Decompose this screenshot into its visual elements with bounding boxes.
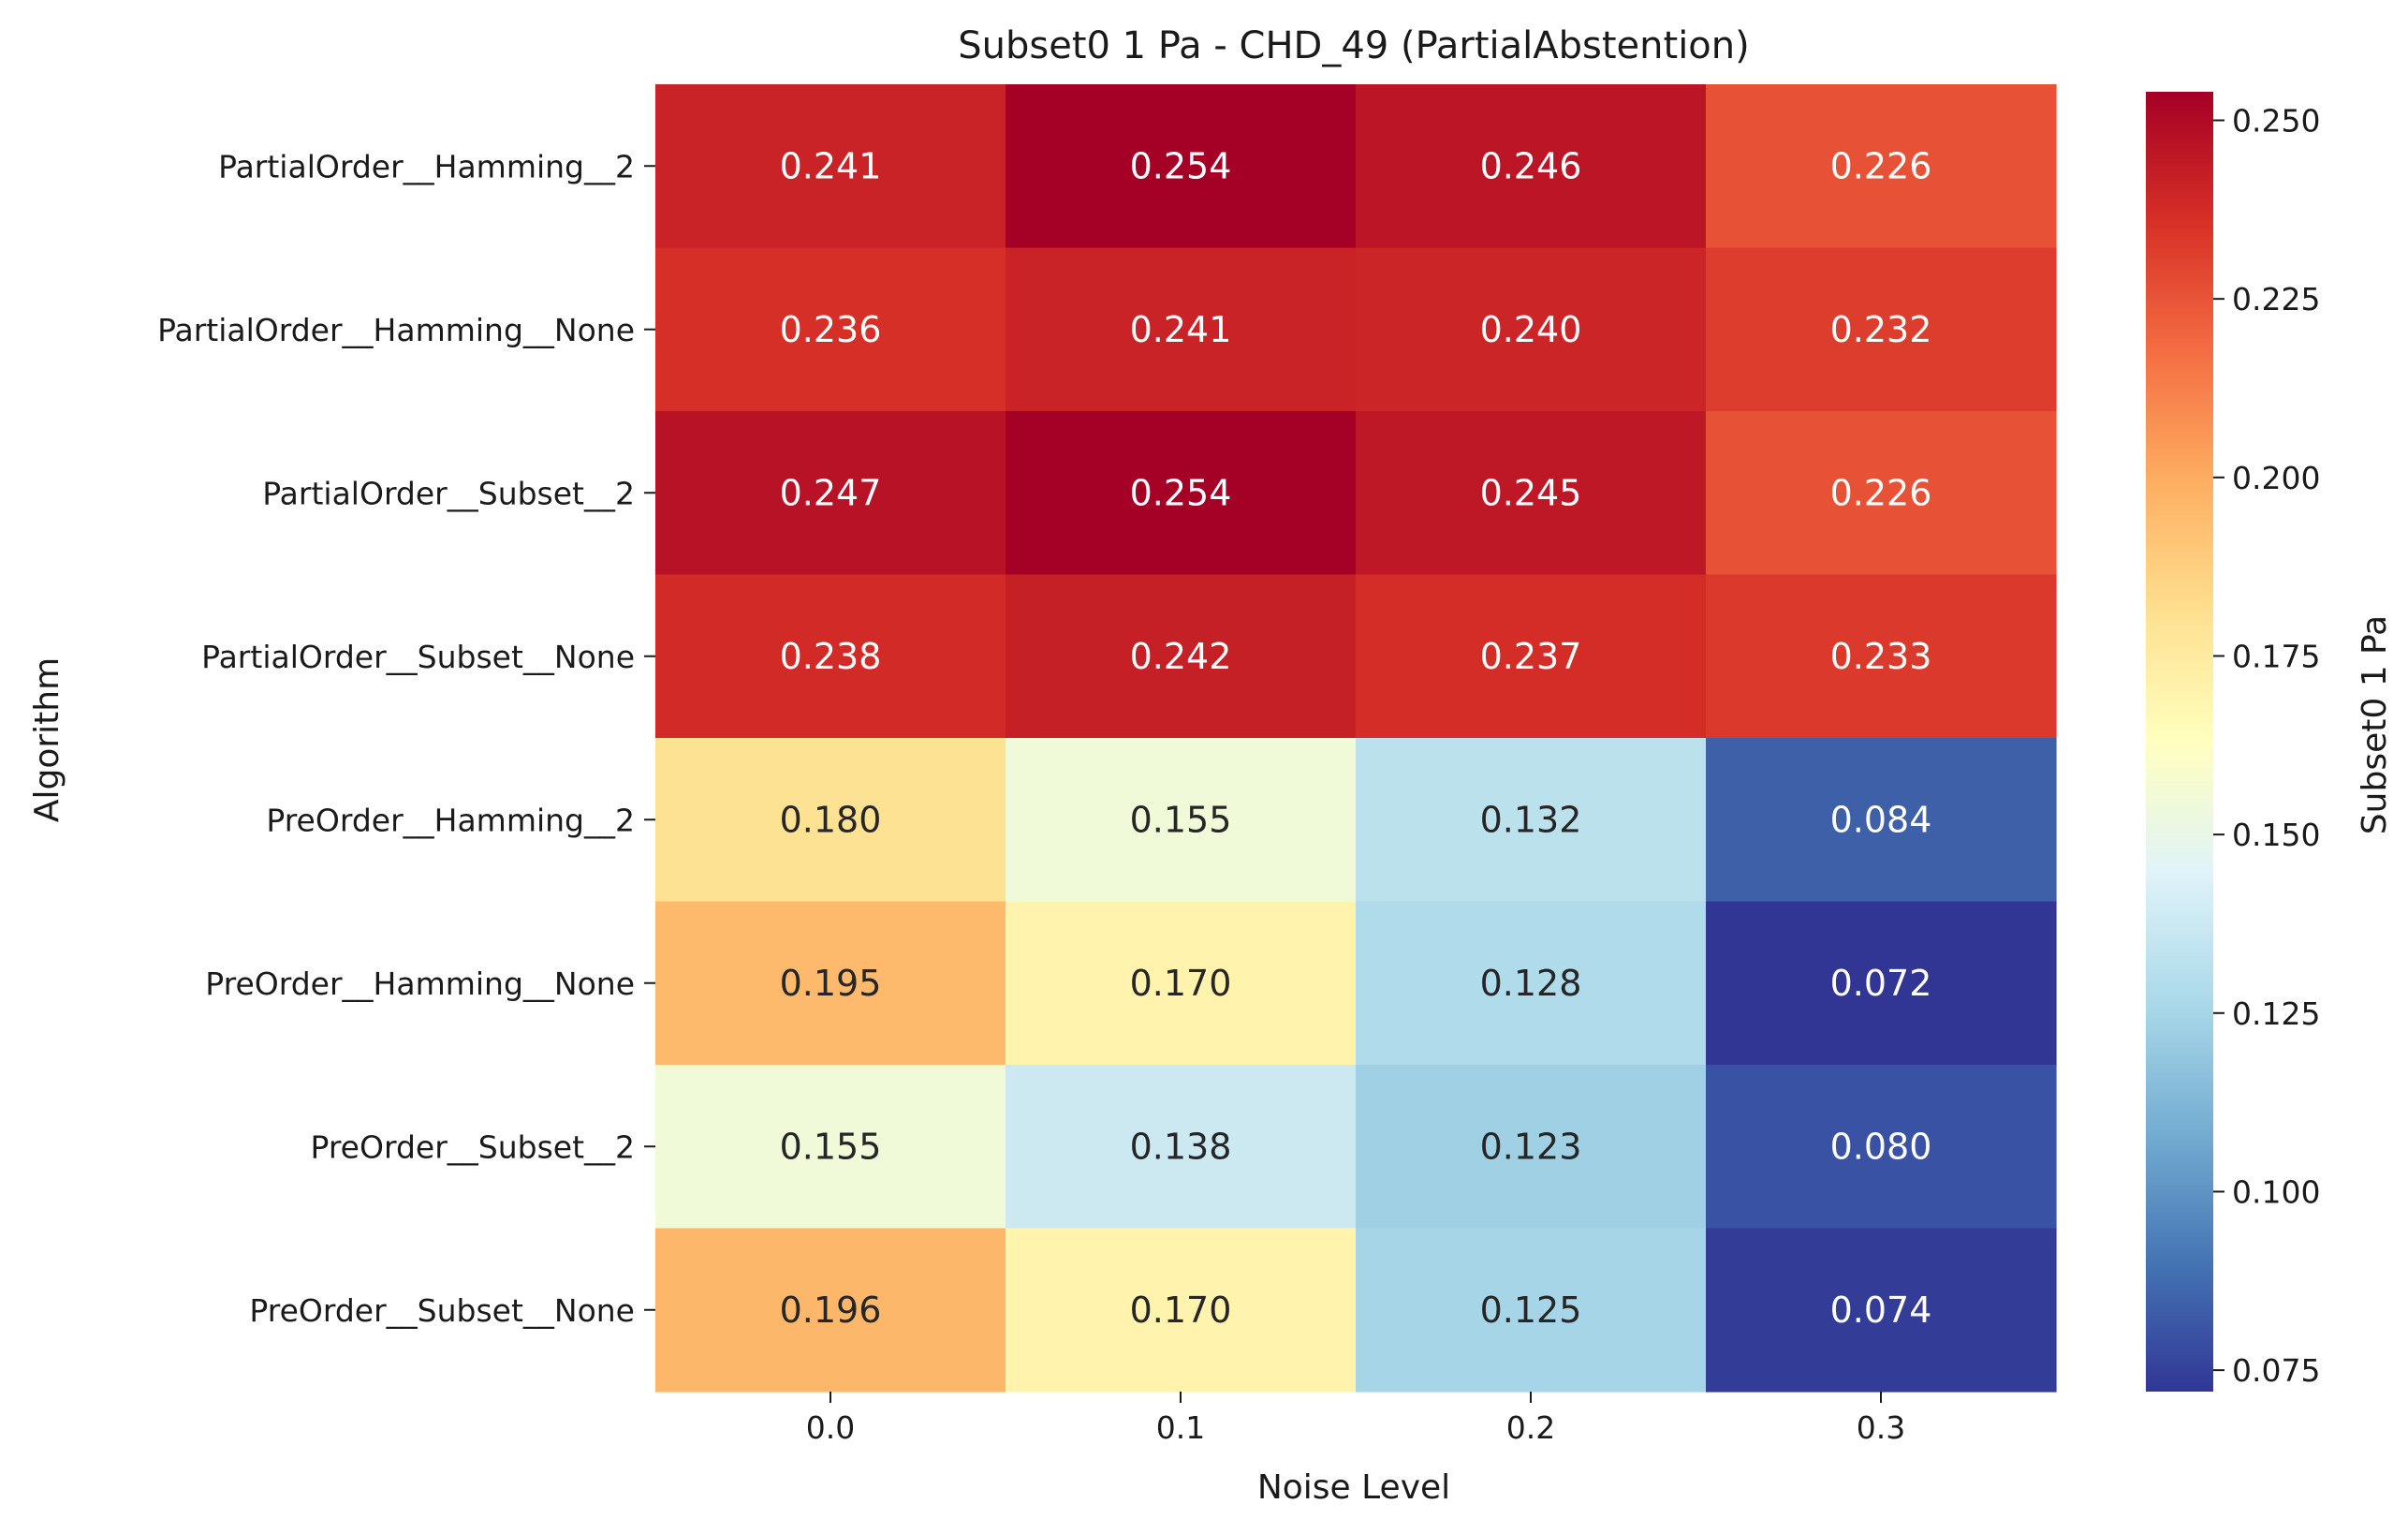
heatmap-cell (655, 901, 1006, 1066)
cell-value-label: 0.155 (780, 1126, 882, 1167)
x-tick-label: 0.1 (1156, 1409, 1205, 1446)
cell-value-label: 0.132 (1480, 799, 1582, 840)
heatmap-cell (655, 1228, 1006, 1393)
cell-value-label: 0.170 (1130, 963, 1232, 1004)
cell-value-label: 0.247 (780, 472, 882, 513)
y-tick-label: PartialOrder__Subset__None (201, 639, 635, 675)
colorbar-tick-label: 0.125 (2232, 995, 2320, 1032)
heatmap-cell (1706, 574, 2057, 739)
heatmap-cell (1706, 84, 2057, 249)
heatmap-cell (1006, 574, 1357, 739)
y-tick-label: PreOrder__Hamming__None (205, 965, 635, 1002)
cell-value-label: 0.125 (1480, 1290, 1582, 1331)
y-tick-label: PartialOrder__Hamming__2 (218, 148, 635, 184)
colorbar-tick-label: 0.100 (2232, 1173, 2320, 1210)
heatmap-cell (1006, 1065, 1357, 1230)
x-tick-label: 0.2 (1506, 1409, 1555, 1446)
heatmap-cell (1706, 738, 2057, 903)
heatmap-cell (1006, 738, 1357, 903)
y-tick-label: PreOrder__Subset__None (249, 1292, 635, 1329)
chart-title: Subset0 1 Pa - CHD_49 (PartialAbstention… (958, 24, 1750, 67)
heatmap-cell (1356, 738, 1707, 903)
heatmap-cell-labels: 0.241 0.254 0.246 0.226 0.236 0.241 0.240 0.232… (780, 145, 1932, 1331)
heatmap-cell (655, 247, 1006, 412)
heatmap-cell (1006, 247, 1357, 412)
heatmap-cell (1356, 1065, 1707, 1230)
cell-value-label: 0.180 (780, 799, 882, 840)
heatmap-cell (1356, 411, 1707, 576)
heatmap-cell (1706, 411, 2057, 576)
y-axis: PartialOrder__Hamming__2 PartialOrder__Ha… (157, 148, 655, 1329)
cell-value-label: 0.238 (780, 636, 882, 677)
heatmap-cell (655, 574, 1006, 739)
cell-value-label: 0.196 (780, 1290, 882, 1331)
cell-value-label: 0.138 (1130, 1126, 1232, 1167)
cell-value-label: 0.242 (1130, 636, 1232, 677)
colorbar-gradient (2146, 92, 2213, 1392)
x-tick-label: 0.0 (806, 1409, 855, 1446)
colorbar-tick-label: 0.175 (2232, 638, 2320, 674)
heatmap-cell (655, 411, 1006, 576)
heatmap-cell (1356, 84, 1707, 249)
heatmap-cell (655, 84, 1006, 249)
cell-value-label: 0.195 (780, 963, 882, 1004)
cell-value-label: 0.236 (780, 309, 882, 350)
x-tick-label: 0.3 (1857, 1409, 1905, 1446)
heatmap-cell (1006, 411, 1357, 576)
cell-value-label: 0.170 (1130, 1290, 1232, 1331)
cell-value-label: 0.080 (1830, 1126, 1932, 1167)
cell-value-label: 0.241 (780, 145, 882, 186)
y-tick-label: PartialOrder__Subset__2 (262, 475, 635, 511)
cell-value-label: 0.123 (1480, 1126, 1582, 1167)
heatmap-cell (1006, 901, 1357, 1066)
cell-value-label: 0.233 (1830, 636, 1932, 677)
heatmap-cell (1006, 84, 1357, 249)
heatmap-cell (1706, 1228, 2057, 1393)
heatmap-cell (1706, 901, 2057, 1066)
y-tick-label: PreOrder__Hamming__2 (266, 802, 635, 838)
heatmap-cells (655, 84, 2057, 1393)
cell-value-label: 0.226 (1830, 472, 1932, 513)
cell-value-label: 0.155 (1130, 799, 1232, 840)
heatmap-cell (1706, 247, 2057, 412)
cell-value-label: 0.232 (1830, 309, 1932, 350)
cell-value-label: 0.240 (1480, 309, 1582, 350)
heatmap-cell (1356, 901, 1707, 1066)
cell-value-label: 0.245 (1480, 472, 1582, 513)
heatmap-cell (1356, 1228, 1707, 1393)
cell-value-label: 0.241 (1130, 309, 1232, 350)
colorbar-tick-label: 0.150 (2232, 817, 2320, 853)
colorbar: 0.075 0.100 0.125 0.150 0.175 0.200 0.225 0.250 (2146, 92, 2320, 1392)
y-axis-title: Algorithm (28, 657, 66, 822)
y-tick-label: PreOrder__Subset__2 (311, 1128, 635, 1165)
cell-value-label: 0.226 (1830, 145, 1932, 186)
cell-value-label: 0.072 (1830, 963, 1932, 1004)
heatmap-cell (1706, 1065, 2057, 1230)
cell-value-label: 0.246 (1480, 145, 1582, 186)
y-tick-label: PartialOrder__Hamming__None (157, 312, 635, 348)
colorbar-tick-label: 0.250 (2232, 103, 2320, 140)
heatmap-cell (1356, 247, 1707, 412)
colorbar-tick-label: 0.225 (2232, 281, 2320, 317)
cell-value-label: 0.254 (1130, 472, 1232, 513)
heatmap-cell (1006, 1228, 1357, 1393)
cell-value-label: 0.254 (1130, 145, 1232, 186)
x-axis: 0.0 0.1 0.2 0.3 (806, 1392, 1905, 1446)
colorbar-title: Subset0 1 Pa (2356, 615, 2394, 834)
heatmap-cell (655, 1065, 1006, 1230)
cell-value-label: 0.128 (1480, 963, 1582, 1004)
colorbar-tick-label: 0.200 (2232, 460, 2320, 496)
x-axis-title: Noise Level (1257, 1468, 1450, 1507)
heatmap-cell (1356, 574, 1707, 739)
cell-value-label: 0.084 (1830, 799, 1932, 840)
heatmap-cell (655, 738, 1006, 903)
cell-value-label: 0.237 (1480, 636, 1582, 677)
cell-value-label: 0.074 (1830, 1290, 1932, 1331)
colorbar-tick-label: 0.075 (2232, 1352, 2320, 1389)
